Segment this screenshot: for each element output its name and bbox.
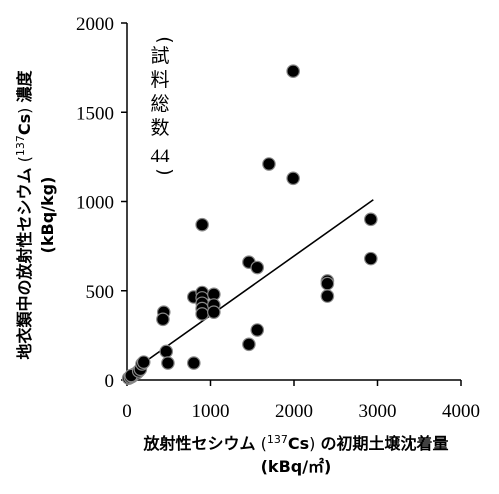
data-point	[161, 356, 175, 370]
x-axis-label: 放射性セシウム (137Cs) の初期土壌沈着量	[143, 433, 449, 453]
data-point	[320, 276, 335, 291]
y-axis-label-post: 濃度	[15, 70, 34, 103]
x-tick-label: 1000	[192, 401, 230, 422]
y-tick-label: 2000	[76, 14, 114, 35]
x-tick-label: 3000	[359, 401, 397, 422]
x-axis-label-pre: 放射性セシウム	[143, 434, 256, 453]
annotation-paren-open: (	[154, 36, 176, 43]
data-point	[187, 356, 201, 370]
x-axis-label-iso: Cs	[288, 434, 309, 453]
annotation-char-3: 総	[150, 93, 169, 115]
data-point	[195, 217, 209, 232]
x-tick-label: 0	[122, 401, 132, 422]
y-tick-label: 0	[105, 371, 115, 392]
data-point	[207, 305, 221, 319]
trendline-group	[139, 199, 374, 367]
y-axis-label-paren-close: )	[15, 103, 34, 114]
annotation-char-1: 試	[150, 45, 169, 67]
data-point	[156, 312, 170, 327]
x-tick-label: 4000	[442, 401, 480, 422]
x-axis-label-post: の初期土壌沈着量	[320, 434, 448, 453]
x-axis-label-paren: (	[256, 434, 267, 453]
annotation-char-2: 料	[150, 69, 169, 91]
y-axis-label-sup: 137	[14, 135, 27, 156]
data-point	[195, 307, 209, 321]
annotation-paren-close: )	[154, 168, 176, 175]
annotation-count: 44	[151, 146, 171, 167]
sample-count-annotation: ( 試 料 総 数 44 )	[150, 36, 176, 175]
y-tick-label: 500	[86, 282, 115, 303]
data-point	[364, 212, 378, 227]
y-tick-label: 1000	[76, 193, 114, 214]
x-tick-label: 2000	[275, 401, 313, 422]
data-point	[364, 251, 378, 266]
y-axis-label: 地衣類中の放射性セシウム (137Cs) 濃度	[14, 70, 34, 360]
axis-tick-labels: 0 1000 2000 3000 4000 0 500 1000 1500 2000	[76, 14, 480, 422]
trendline	[139, 199, 374, 367]
data-point	[250, 323, 265, 337]
data-points	[121, 64, 378, 386]
y-axis-unit: (kBq/kg)	[38, 177, 57, 254]
data-point	[250, 260, 265, 275]
y-axis-label-pre: 地衣類中の放射性セシウム	[15, 167, 34, 359]
x-axis-unit: (kBq/㎡)	[261, 457, 332, 476]
y-axis-label-iso: Cs	[15, 114, 34, 135]
x-axis-label-sup: 137	[267, 433, 288, 446]
x-axis-label-paren-close: )	[309, 434, 320, 453]
data-point	[242, 337, 256, 352]
annotation-char-4: 数	[150, 117, 169, 139]
data-point	[159, 344, 174, 359]
data-point	[286, 171, 300, 186]
y-tick-label: 1500	[76, 103, 114, 124]
y-axis-label-paren: (	[15, 156, 34, 167]
data-point	[320, 289, 335, 303]
data-point	[262, 157, 276, 171]
data-point	[136, 355, 151, 369]
data-point	[286, 64, 300, 78]
